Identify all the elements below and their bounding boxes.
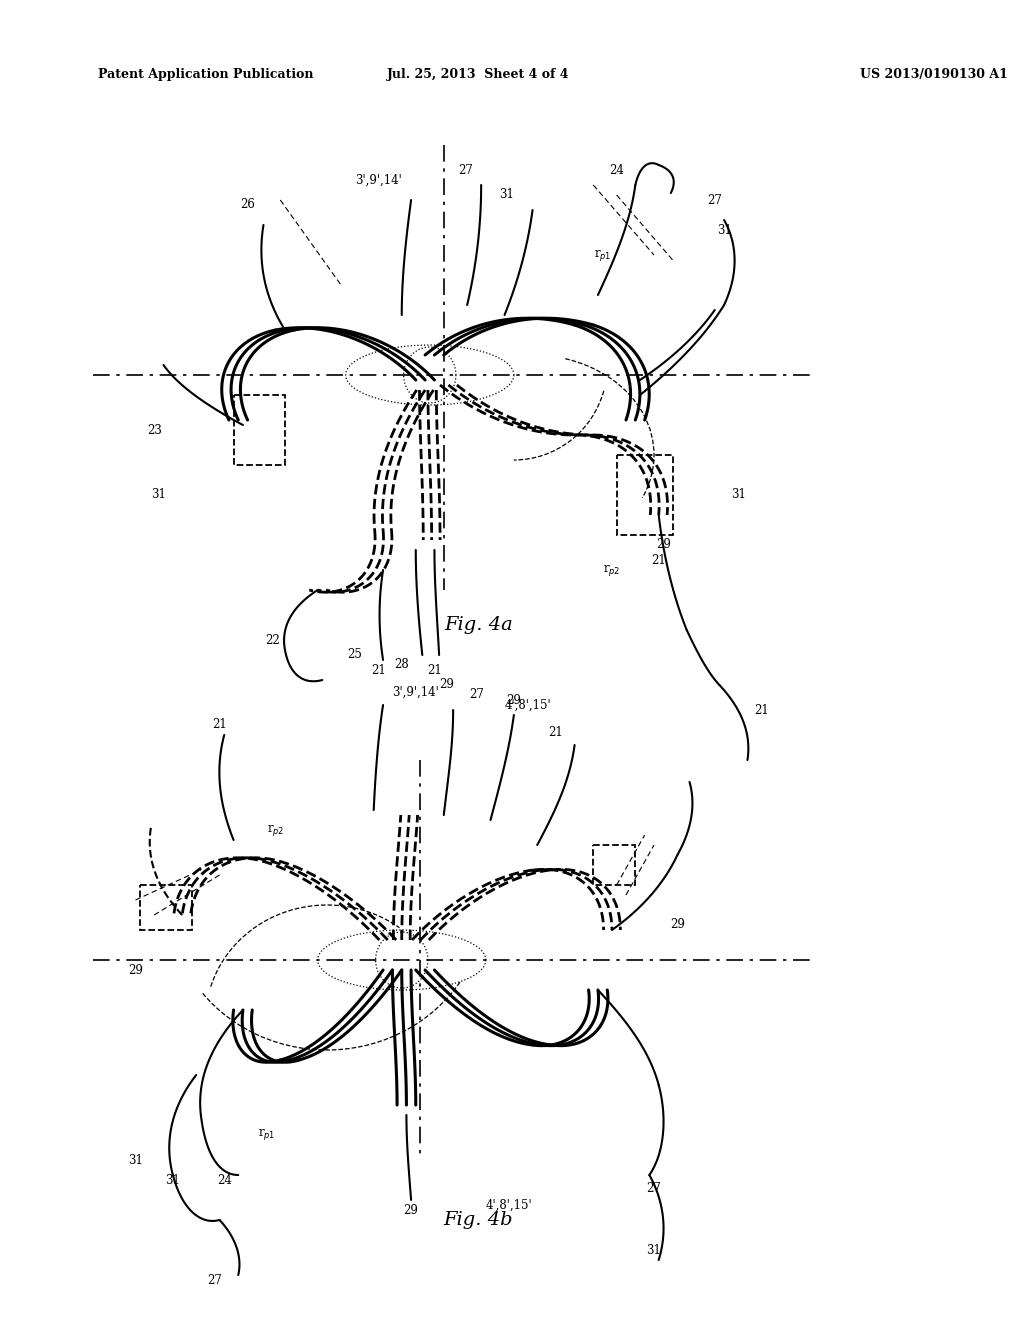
Text: 31: 31 bbox=[128, 1154, 143, 1167]
Text: r$_{p2}$: r$_{p2}$ bbox=[267, 822, 285, 837]
Text: 31: 31 bbox=[731, 488, 745, 502]
Text: 29: 29 bbox=[128, 964, 143, 977]
Bar bbox=[140, 884, 191, 931]
Text: 27: 27 bbox=[646, 1181, 662, 1195]
Text: 31: 31 bbox=[166, 1173, 180, 1187]
Text: 24: 24 bbox=[609, 164, 624, 177]
Text: Fig. 4a: Fig. 4a bbox=[444, 616, 513, 634]
Text: 28: 28 bbox=[394, 659, 410, 672]
Text: 29: 29 bbox=[439, 678, 454, 692]
Text: 4',8',15': 4',8',15' bbox=[505, 698, 551, 711]
Text: 31: 31 bbox=[646, 1243, 662, 1257]
Text: Patent Application Publication: Patent Application Publication bbox=[98, 69, 313, 81]
Text: 21: 21 bbox=[212, 718, 227, 731]
Text: US 2013/0190130 A1: US 2013/0190130 A1 bbox=[859, 69, 1008, 81]
Text: 29: 29 bbox=[507, 693, 521, 706]
Text: Fig. 4b: Fig. 4b bbox=[443, 1210, 513, 1229]
Text: 23: 23 bbox=[146, 424, 162, 437]
Text: 21: 21 bbox=[549, 726, 563, 738]
Text: 29: 29 bbox=[656, 539, 671, 552]
Text: 21: 21 bbox=[371, 664, 386, 676]
Text: Jul. 25, 2013  Sheet 4 of 4: Jul. 25, 2013 Sheet 4 of 4 bbox=[387, 69, 569, 81]
Text: 31: 31 bbox=[499, 189, 514, 202]
Text: r$_{p2}$: r$_{p2}$ bbox=[603, 562, 621, 578]
Bar bbox=[233, 395, 285, 465]
Text: 26: 26 bbox=[241, 198, 255, 211]
Text: 24: 24 bbox=[217, 1173, 231, 1187]
Text: 29: 29 bbox=[403, 1204, 419, 1217]
Text: 3',9',14': 3',9',14' bbox=[392, 685, 439, 698]
Text: 25: 25 bbox=[347, 648, 362, 661]
Text: 21: 21 bbox=[427, 664, 441, 676]
Bar bbox=[616, 455, 673, 535]
Text: r$_{p1}$: r$_{p1}$ bbox=[258, 1127, 275, 1143]
Text: 27: 27 bbox=[208, 1274, 222, 1287]
Text: 27: 27 bbox=[458, 164, 473, 177]
Text: 22: 22 bbox=[265, 634, 281, 647]
Text: 29: 29 bbox=[670, 919, 685, 932]
Text: 3',9',14': 3',9',14' bbox=[355, 173, 401, 186]
Bar bbox=[593, 845, 635, 884]
Text: 31: 31 bbox=[152, 488, 166, 502]
Text: 27: 27 bbox=[469, 689, 484, 701]
Text: 27: 27 bbox=[708, 194, 722, 206]
Text: 21: 21 bbox=[754, 704, 769, 717]
Text: 4',8',15': 4',8',15' bbox=[485, 1199, 532, 1212]
Text: r$_{p1}$: r$_{p1}$ bbox=[594, 248, 611, 263]
Text: 21: 21 bbox=[651, 553, 666, 566]
Text: 31: 31 bbox=[717, 223, 731, 236]
